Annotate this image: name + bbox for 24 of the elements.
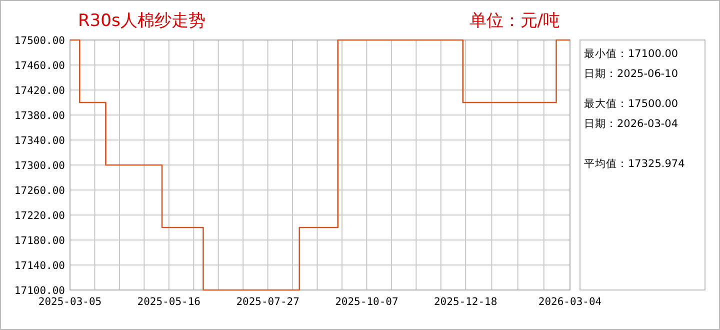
x-tick-label: 2025-03-05 — [38, 296, 102, 308]
y-tick-label: 17140.00 — [14, 260, 65, 272]
text: 平均值：17325.974 — [584, 158, 686, 170]
chart-subtitle: 单位：元/吨 — [469, 11, 560, 31]
text: 最小值：17100.00 — [584, 47, 678, 60]
x-tick-label: 2025-12-18 — [434, 296, 498, 308]
y-tick-label: 17420.00 — [14, 85, 65, 97]
x-tick-label: 2026-03-04 — [538, 296, 602, 308]
y-tick-label: 17100.00 — [14, 285, 65, 297]
text: 日期：2026-03-04 — [584, 118, 678, 130]
y-tick-label: 17500.00 — [14, 35, 65, 47]
text: 最大值：17500.00 — [584, 97, 678, 110]
text: 日期：2025-06-10 — [584, 68, 678, 80]
y-tick-label: 17220.00 — [14, 210, 65, 222]
y-tick-label: 17260.00 — [14, 185, 65, 197]
chart-title: R30s人棉纱走势 — [78, 11, 206, 31]
x-tick-label: 2025-05-16 — [137, 296, 201, 308]
y-tick-label: 17180.00 — [14, 235, 65, 247]
x-tick-label: 2025-07-27 — [236, 296, 300, 308]
y-tick-label: 17300.00 — [14, 160, 65, 172]
y-tick-label: 17380.00 — [14, 110, 65, 122]
y-tick-label: 17340.00 — [14, 135, 65, 147]
x-tick-label: 2025-10-07 — [335, 296, 398, 308]
y-tick-label: 17460.00 — [14, 60, 65, 72]
